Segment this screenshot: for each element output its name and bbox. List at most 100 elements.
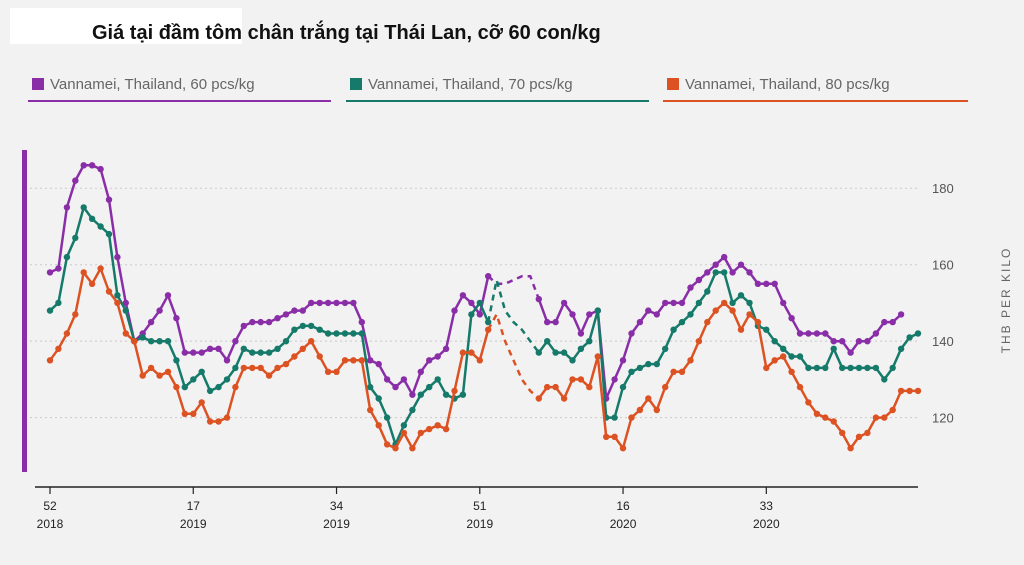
data-point-s60 (704, 269, 711, 276)
data-point-s80 (299, 345, 306, 352)
y-axis-label: THB PER KILO (999, 247, 1013, 354)
data-point-s60 (839, 338, 846, 345)
data-point-s70 (375, 395, 382, 402)
data-point-s60 (46, 269, 54, 276)
data-point-s80 (552, 383, 559, 391)
data-point-s70 (535, 349, 542, 356)
data-point-s60 (619, 357, 627, 364)
data-point-s60 (265, 318, 273, 326)
data-point-s80 (788, 368, 795, 375)
data-point-s70 (695, 299, 703, 307)
data-point-s80 (114, 299, 121, 307)
data-point-s60 (392, 383, 399, 391)
legend-item-60[interactable]: Vannamei, Thailand, 60 pcs/kg (28, 74, 331, 102)
data-point-s60 (274, 315, 281, 322)
y-tick-label: 160 (932, 258, 954, 273)
data-point-s70 (485, 318, 492, 326)
data-point-s80 (544, 383, 551, 391)
data-point-s60 (291, 307, 298, 314)
data-point-s60 (636, 318, 644, 326)
data-point-s80 (46, 357, 54, 364)
legend-underline-70 (346, 100, 649, 102)
data-point-s70 (308, 322, 315, 330)
data-point-s60 (190, 349, 197, 356)
data-point-s70 (678, 318, 686, 326)
data-point-s80 (341, 357, 349, 364)
data-point-s80 (906, 387, 913, 395)
data-point-s60 (434, 353, 441, 360)
data-point-s80 (164, 368, 172, 375)
data-point-s80 (181, 410, 188, 417)
data-point-s60 (889, 318, 896, 326)
data-point-s70 (729, 299, 736, 307)
data-point-s60 (830, 338, 837, 345)
data-point-s70 (855, 364, 863, 372)
x-tick-week: 16 (616, 499, 630, 513)
data-point-s80 (603, 433, 610, 440)
data-point-s70 (721, 269, 728, 276)
data-point-s70 (206, 387, 214, 395)
series-line-s70 (537, 271, 919, 419)
data-point-s80 (636, 406, 644, 414)
data-point-s60 (383, 376, 391, 383)
data-point-s80 (417, 429, 424, 437)
data-point-s70 (577, 345, 585, 352)
data-point-s60 (442, 345, 450, 352)
data-point-s70 (476, 299, 483, 307)
data-point-s80 (670, 368, 677, 375)
data-point-s60 (173, 315, 180, 322)
data-point-s80 (265, 372, 273, 379)
data-point-s70 (257, 349, 264, 356)
data-point-s80 (729, 307, 736, 314)
data-point-s70 (367, 383, 374, 391)
data-point-s60 (670, 299, 677, 307)
legend-item-80[interactable]: Vannamei, Thailand, 80 pcs/kg (663, 74, 968, 102)
data-point-s80 (139, 372, 146, 379)
data-point-s80 (619, 445, 627, 452)
data-point-s60 (80, 162, 87, 169)
data-point-s70 (830, 345, 837, 352)
data-point-s80 (695, 338, 703, 345)
data-point-s70 (459, 391, 467, 398)
data-point-s60 (316, 299, 323, 307)
data-point-s80 (645, 395, 652, 402)
data-point-s80 (333, 368, 340, 375)
x-tick-week: 52 (43, 499, 57, 513)
data-point-s70 (442, 391, 450, 398)
data-point-s60 (476, 311, 483, 318)
data-point-s60 (552, 318, 559, 326)
series-gap-line-s80 (487, 311, 540, 400)
y-tick-label: 180 (932, 181, 954, 196)
data-point-s70 (569, 357, 576, 364)
data-point-s80 (400, 429, 408, 437)
data-point-s80 (97, 265, 104, 272)
x-tick-year: 2019 (180, 517, 207, 531)
x-tick-week: 51 (473, 499, 487, 513)
x-tick-week: 33 (760, 499, 774, 513)
legend-item-70[interactable]: Vannamei, Thailand, 70 pcs/kg (346, 74, 649, 102)
data-point-s70 (80, 204, 87, 211)
x-tick-week: 34 (330, 499, 344, 513)
data-point-s60 (687, 284, 694, 291)
data-point-s70 (426, 383, 433, 391)
data-point-s80 (122, 330, 129, 337)
data-point-s60 (198, 349, 205, 356)
data-point-s70 (687, 311, 694, 318)
data-point-s80 (434, 422, 441, 429)
data-point-s80 (468, 349, 475, 356)
data-point-s80 (63, 330, 71, 337)
data-point-s70 (434, 376, 441, 383)
data-point-s70 (350, 330, 357, 337)
data-point-s70 (780, 345, 787, 352)
data-point-s70 (636, 364, 644, 372)
data-point-s60 (678, 299, 686, 307)
data-point-s60 (282, 311, 290, 318)
data-point-s70 (274, 345, 281, 352)
data-point-s80 (611, 433, 618, 440)
series-gap-line-s70 (486, 279, 540, 354)
legend-underline-60 (28, 100, 331, 102)
data-point-s80 (813, 410, 821, 417)
data-point-s70 (560, 349, 568, 356)
data-point-s80 (839, 429, 846, 437)
data-point-s70 (400, 422, 408, 429)
